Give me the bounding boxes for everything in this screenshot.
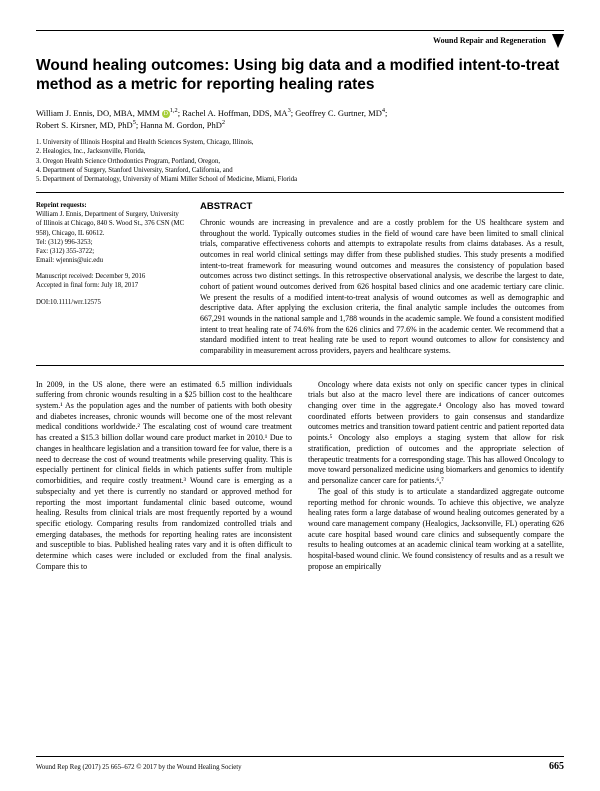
- abstract-column: ABSTRACT Chronic wounds are increasing i…: [200, 201, 564, 357]
- affil-line: 3. Oregon Health Science Orthodontics Pr…: [36, 157, 564, 166]
- journal-name: Wound Repair and Regeneration: [433, 36, 546, 47]
- journal-header: Wound Repair and Regeneration: [36, 30, 564, 48]
- triangle-icon: [552, 34, 564, 48]
- affiliations: 1. University of Illinois Hospital and H…: [36, 138, 564, 184]
- dates-block: Manuscript received: December 9, 2016 Ac…: [36, 272, 186, 290]
- meta-left-column: Reprint requests: William J. Ennis, Depa…: [36, 201, 186, 357]
- reprint-heading: Reprint requests:: [36, 201, 186, 210]
- footer-citation: Wound Rep Reg (2017) 25 665–672 © 2017 b…: [36, 763, 242, 772]
- abstract-body: Chronic wounds are increasing in prevale…: [200, 218, 564, 357]
- orcid-icon: D: [162, 110, 170, 118]
- body-p2: Oncology where data exists not only on s…: [308, 380, 564, 487]
- abstract-heading: ABSTRACT: [200, 201, 564, 214]
- affil-line: 2. Healogics, Inc., Jacksonville, Florid…: [36, 147, 564, 156]
- page-number: 665: [549, 760, 564, 774]
- body-columns: In 2009, in the US alone, there were an …: [36, 380, 564, 573]
- doi: DOI:10.1111/wrr.12575: [36, 298, 186, 307]
- authors-line: William J. Ennis, DO, MBA, MMM D1,2; Rac…: [36, 107, 564, 132]
- meta-abstract-row: Reprint requests: William J. Ennis, Depa…: [36, 192, 564, 366]
- affil-line: 4. Department of Surgery, Stanford Unive…: [36, 166, 564, 175]
- body-p1: In 2009, in the US alone, there were an …: [36, 380, 292, 573]
- body-p3: The goal of this study is to articulate …: [308, 487, 564, 573]
- reprint-block: Reprint requests: William J. Ennis, Depa…: [36, 201, 186, 265]
- reprint-lines: William J. Ennis, Department of Surgery,…: [36, 210, 186, 265]
- affil-line: 5. Department of Dermatology, University…: [36, 175, 564, 184]
- article-title: Wound healing outcomes: Using big data a…: [36, 56, 564, 95]
- page-footer: Wound Rep Reg (2017) 25 665–672 © 2017 b…: [36, 756, 564, 774]
- affil-line: 1. University of Illinois Hospital and H…: [36, 138, 564, 147]
